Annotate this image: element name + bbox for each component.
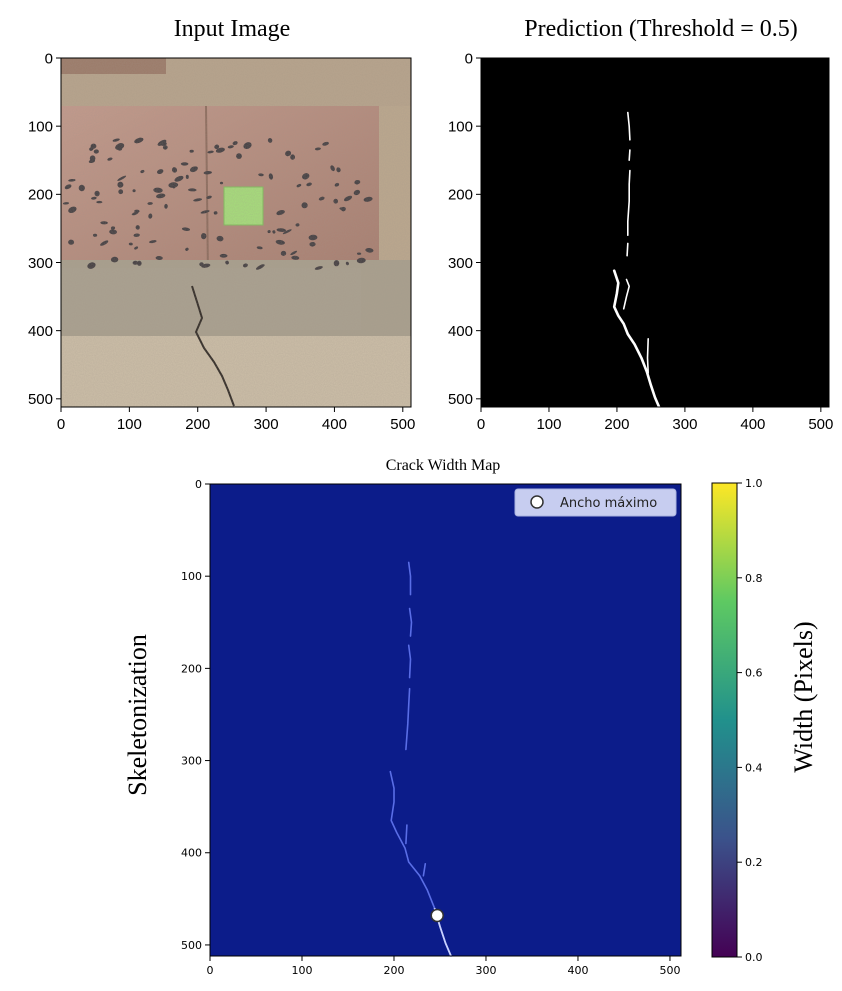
width-map-xtick-label: 300	[475, 964, 496, 977]
input-xtick-label: 200	[185, 416, 210, 433]
prediction-xtick-label: 500	[808, 416, 833, 433]
prediction-crack-segment	[626, 169, 631, 236]
colorbar-ticks: 0.0 0.2 0.4 0.6 0.8 1.0	[737, 477, 763, 964]
width-map-ytick-label: 0	[195, 478, 202, 491]
input-xtick-label: 400	[322, 416, 347, 433]
input-xtick-label: 0	[57, 416, 65, 433]
prediction-ytick-label: 500	[448, 391, 473, 408]
input-ytick-label: 200	[28, 187, 53, 204]
photo-grain	[61, 58, 411, 407]
input-ytick-label: 400	[28, 323, 53, 340]
width-map-ytick-label: 100	[181, 570, 202, 583]
skeletonization-ylabel: Skeletonization	[123, 634, 152, 796]
colorbar-tick-label: 1.0	[745, 477, 763, 490]
skeleton-segment	[422, 862, 427, 877]
prediction-crack-mask	[612, 111, 661, 409]
prediction-crack-segment	[622, 278, 631, 310]
width-map-bg	[210, 484, 681, 956]
prediction-crack-segment	[612, 269, 661, 409]
prediction-crack-segment	[626, 242, 629, 257]
masonry-wall-photo	[61, 58, 411, 407]
width-map-xtick-label: 200	[383, 964, 404, 977]
prediction-crack-segment	[646, 337, 650, 374]
prediction-ytick-label: 0	[465, 50, 473, 67]
width-map-axis: 0 100 200 300 400 500 0 100 200 300 400 500	[181, 478, 680, 977]
colorbar-tick-label: 0.4	[745, 761, 763, 774]
max-width-marker	[430, 908, 444, 923]
prediction-ytick-label: 100	[448, 119, 473, 136]
prediction-xtick-label: 200	[604, 416, 629, 433]
prediction-frame	[480, 57, 830, 408]
input-xtick-label: 500	[390, 416, 415, 433]
skeleton-segment	[407, 561, 412, 596]
crack-width-map-title: Crack Width Map	[386, 457, 501, 474]
width-map-xtick-label: 100	[291, 964, 312, 977]
input-ytick-label: 500	[28, 391, 53, 408]
width-map-legend: Ancho máximo	[514, 488, 677, 517]
width-map-ytick-label: 200	[181, 662, 202, 675]
input-image-panel: Input Image 0 100 20	[28, 16, 415, 433]
prediction-xtick-label: 100	[536, 416, 561, 433]
width-map-ytick-label: 500	[181, 939, 202, 952]
legend-label: Ancho máximo	[560, 496, 657, 511]
colorbar-gradient	[711, 482, 738, 958]
prediction-title: Prediction (Threshold = 0.5)	[524, 16, 797, 42]
width-map-xtick-label: 0	[207, 964, 214, 977]
input-ytick-label: 0	[45, 50, 53, 67]
skeleton-segment	[407, 644, 412, 679]
colorbar-tick-label: 0.8	[745, 572, 763, 585]
width-map-xtick-label: 400	[567, 964, 588, 977]
input-ytick-label: 300	[28, 255, 53, 272]
input-image-title: Input Image	[174, 16, 291, 42]
width-map-ytick-label: 400	[181, 847, 202, 860]
width-map-skeleton	[389, 561, 452, 957]
colorbar-label: Width (Pixels)	[789, 621, 818, 772]
colorbar-tick-label: 0.2	[745, 856, 763, 869]
prediction-xtick-label: 400	[740, 416, 765, 433]
prediction-ytick-label: 300	[448, 255, 473, 272]
skeleton-segment	[408, 607, 413, 637]
legend-box	[514, 488, 677, 517]
input-xtick-label: 300	[254, 416, 279, 433]
crack-width-map-panel: Crack Width Map Skeletonization Ancho má…	[123, 457, 818, 977]
width-map-ytick-label: 300	[181, 755, 202, 768]
prediction-ytick-label: 200	[448, 187, 473, 204]
prediction-crack-segment	[628, 149, 631, 161]
input-ytick-label: 100	[28, 119, 53, 136]
width-map-frame	[209, 483, 682, 957]
colorbar-tick-label: 0.6	[745, 667, 763, 680]
input-image-frame	[60, 57, 412, 408]
skeleton-segment	[405, 687, 411, 751]
skeleton-segment	[405, 824, 408, 845]
prediction-mask-bg	[481, 58, 829, 407]
prediction-xtick-label: 0	[477, 416, 485, 433]
prediction-ytick-label: 400	[448, 323, 473, 340]
width-map-xtick-label: 500	[659, 964, 680, 977]
colorbar-tick-label: 0.0	[745, 951, 763, 964]
input-xtick-label: 100	[117, 416, 142, 433]
prediction-xtick-label: 300	[672, 416, 697, 433]
prediction-crack-segment	[626, 111, 631, 141]
prediction-panel: Prediction (Threshold = 0.5) 0 100 200 300 4…	[448, 16, 833, 433]
width-colorbar: 0.0 0.2 0.4 0.6 0.8 1.0 Width (Pixels)	[711, 477, 818, 964]
circle-marker-icon	[530, 495, 544, 509]
